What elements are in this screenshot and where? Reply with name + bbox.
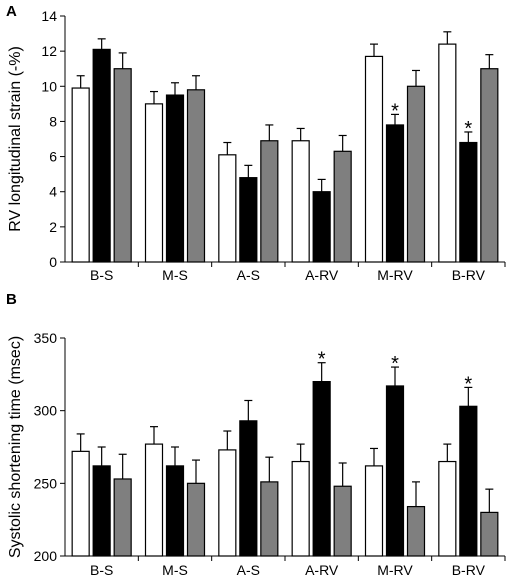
bar-series-2 (385, 124, 405, 263)
y-tick-label: 12 (41, 43, 57, 59)
bar-series-2 (312, 381, 331, 557)
bar-series-1 (291, 140, 310, 263)
bar-series-2 (165, 94, 185, 263)
x-category-label: M-S (162, 562, 188, 578)
bar-series-1 (364, 465, 384, 557)
bar-series-2 (92, 465, 111, 557)
y-tick-label: 14 (41, 8, 57, 24)
significance-marker: * (318, 349, 326, 371)
bar-series-1 (144, 443, 164, 557)
x-category-label: A-RV (305, 267, 339, 283)
panel-b: B Systolic shortening time (msec) 200 250 30… (6, 291, 506, 578)
y-tick-label: 6 (49, 149, 57, 165)
bar-series-3 (333, 485, 352, 557)
y-tick-label: 250 (34, 475, 58, 491)
bar-series-1 (291, 460, 310, 557)
significance-marker: * (464, 118, 472, 140)
y-tick-label: 350 (34, 330, 58, 346)
bar-series-2 (92, 48, 111, 263)
x-category-label: B-S (90, 562, 113, 578)
y-axis-label: Systolic shortening time (msec) (7, 336, 24, 558)
bar-series-2 (312, 191, 331, 263)
x-category-label: B-S (90, 267, 113, 283)
bar-series-3 (406, 85, 426, 263)
bar-series-1 (364, 55, 384, 263)
bar-series-1 (438, 460, 457, 557)
y-tick-label: 8 (49, 113, 57, 129)
bar-series-3 (260, 140, 279, 263)
bar-series-1 (144, 103, 164, 263)
bar-series-1 (71, 450, 90, 557)
y-tick-label: 10 (41, 78, 57, 94)
significance-marker: * (391, 353, 399, 375)
panel-letter: A (6, 3, 17, 20)
y-axis-label: RV longitudinal strain (-%) (7, 46, 24, 232)
bar-series-3 (480, 511, 499, 557)
bar-series-2 (459, 141, 478, 263)
significance-marker: * (391, 100, 399, 122)
bar-series-2 (165, 465, 185, 557)
x-category-label: M-RV (377, 562, 413, 578)
y-tick-label: 300 (34, 403, 58, 419)
bar-series-2 (239, 177, 258, 263)
x-category-label: A-RV (305, 562, 339, 578)
y-tick-label: 4 (49, 184, 57, 200)
bar-series-3 (113, 478, 132, 557)
bar-series-1 (438, 43, 457, 263)
x-category-label: A-S (237, 562, 260, 578)
bar-series-1 (218, 449, 237, 557)
bar-series-1 (218, 154, 237, 263)
y-tick-label: 2 (49, 219, 57, 235)
y-tick-label: 200 (34, 548, 58, 564)
x-category-label: A-S (237, 267, 260, 283)
x-category-label: M-RV (377, 267, 413, 283)
bar-series-3 (333, 150, 352, 263)
x-category-label: M-S (162, 267, 188, 283)
bar-series-3 (186, 89, 206, 263)
x-category-label: B-RV (452, 562, 486, 578)
bar-series-2 (459, 405, 478, 557)
panel-a: A RV longitudinal strain (-%) 0 2 4 6 8 10 12 14 B… (6, 3, 506, 283)
bar-series-3 (406, 505, 426, 557)
y-tick-label: 0 (49, 254, 57, 270)
bar-series-1 (71, 87, 90, 263)
x-category-label: B-RV (452, 267, 486, 283)
bar-series-3 (480, 68, 499, 263)
bar-series-3 (260, 481, 279, 557)
bar-series-3 (186, 482, 206, 557)
significance-marker: * (464, 373, 472, 395)
panel-letter: B (6, 291, 17, 308)
bar-series-2 (239, 420, 258, 557)
bar-series-3 (113, 68, 132, 263)
bar-series-2 (385, 385, 405, 557)
